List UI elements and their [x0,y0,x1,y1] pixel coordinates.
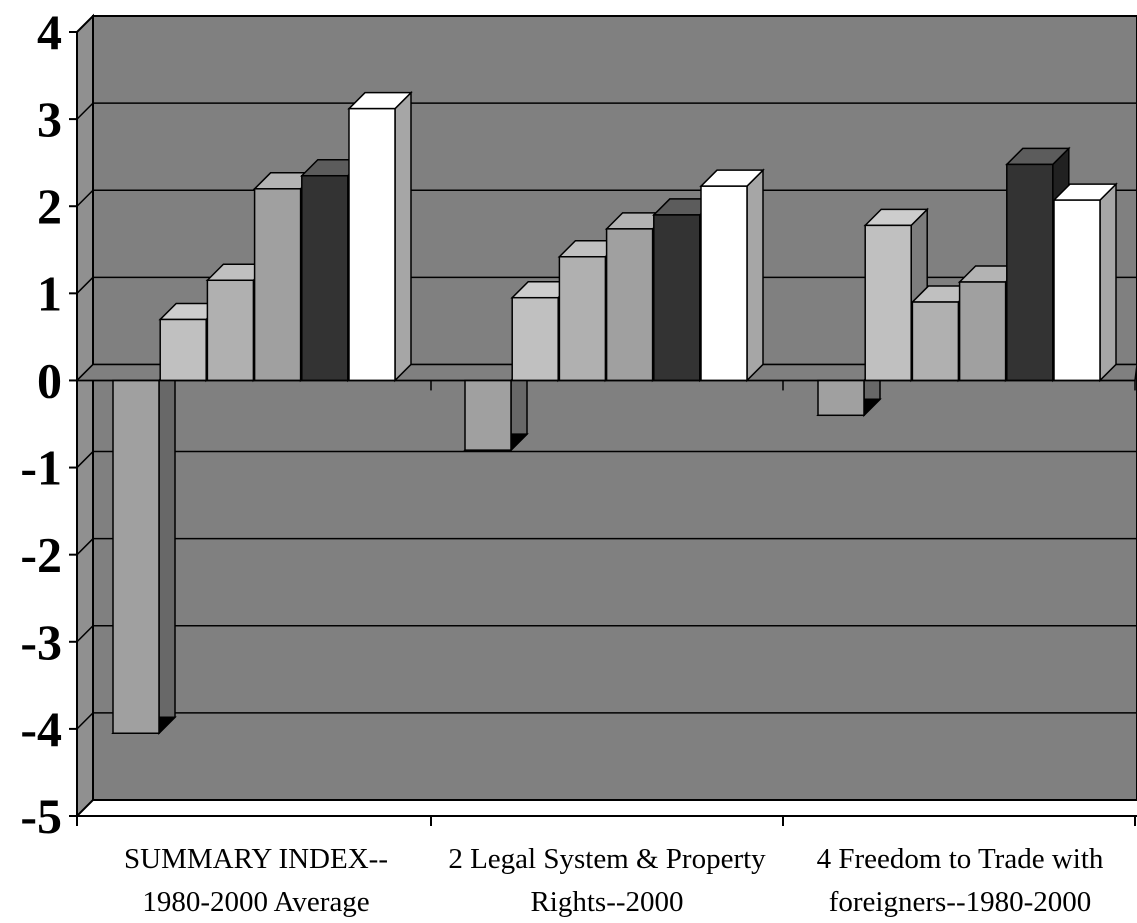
bar-front [653,214,701,382]
bar-front [253,188,302,382]
gridline-side [76,712,94,730]
gridline-side [76,102,94,120]
y-tick-label: 3 [37,91,62,147]
bar-front [112,379,160,734]
bar-front [348,107,396,382]
bar-front [700,185,748,382]
bar-front [911,301,960,382]
x-category-label: 4 Freedom to Trade with [817,843,1104,875]
x-category-label: foreigners--1980-2000 [829,886,1092,918]
gridline-side [76,799,94,817]
x-category-label: 2 Legal System & Property [448,843,766,875]
y-tick-label: 4 [37,4,62,60]
y-tick-label: -4 [20,701,62,757]
y-tick-label: 2 [37,178,62,234]
bar [111,362,177,736]
bar-side [1099,182,1117,383]
bar-front [1053,199,1101,382]
x-category-label: Rights--2000 [530,886,683,918]
bar-front [206,279,255,382]
bar-side [394,90,412,383]
bar-front [301,174,349,382]
y-tick-label: -5 [20,788,62,844]
bar-front [817,379,865,417]
bar [1052,182,1118,383]
gridline-side [76,189,94,207]
bar [347,90,413,383]
bar-front [605,228,654,382]
y-tick-label: 0 [37,352,62,408]
bar-side [746,168,764,383]
bar-front [558,255,607,382]
bar-front [958,281,1007,382]
bar-front [1006,163,1054,382]
bar-front [159,318,207,382]
y-tick-label: -3 [20,614,62,670]
x-category-label: 1980-2000 Average [142,886,369,918]
gridline-side [76,276,94,294]
bar-front [864,224,912,382]
x-category-label: SUMMARY INDEX-- [124,843,388,875]
bar-side [158,362,176,736]
y-tick-label: -1 [20,440,62,496]
bar [699,168,765,383]
gridline-side [76,15,94,33]
gridline-side [76,451,94,469]
plot-back-wall [92,15,1137,801]
y-tick-label: 1 [37,265,62,321]
y-tick-label: -2 [20,527,62,583]
plot-side-wall [76,13,94,819]
gridline-side [76,625,94,643]
gridline-side [76,538,94,556]
bar-front [511,296,559,382]
bar-front [464,379,512,451]
